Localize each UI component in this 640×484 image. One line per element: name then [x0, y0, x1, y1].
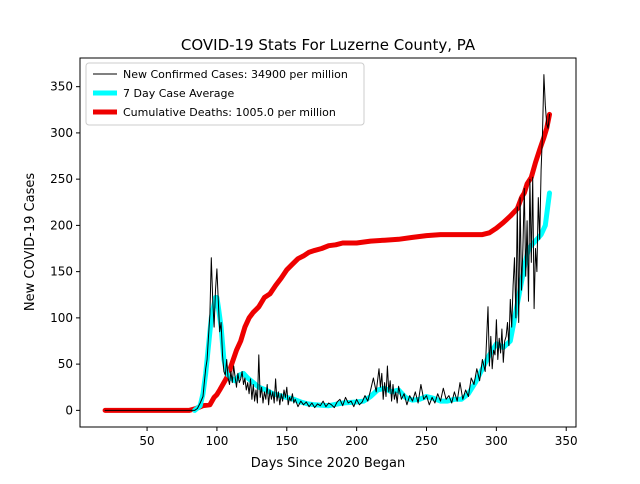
- y-tick-label: 250: [50, 172, 73, 186]
- legend-label-cumulative-deaths: Cumulative Deaths: 1005.0 per million: [123, 106, 336, 119]
- x-tick-label: 250: [415, 434, 438, 448]
- y-tick-label: 150: [50, 265, 73, 279]
- x-tick-label: 150: [275, 434, 298, 448]
- legend-label-7-day-average: 7 Day Case Average: [123, 87, 235, 100]
- y-tick-label: 0: [65, 403, 73, 417]
- y-tick-label: 100: [50, 311, 73, 325]
- x-axis-label: Days Since 2020 Began: [251, 456, 406, 471]
- y-tick-label: 50: [58, 357, 73, 371]
- x-tick-label: 50: [139, 434, 154, 448]
- y-axis-label: New COVID-19 Cases: [23, 173, 38, 311]
- plot-area: [102, 74, 552, 413]
- legend-box: [85, 62, 365, 126]
- series-line-new-cases: [104, 74, 550, 411]
- legend: New Confirmed Cases: 34900 per million 7…: [85, 62, 365, 126]
- y-axis: 0 50 100 150 200 250 300 350: [50, 80, 80, 417]
- y-tick-label: 200: [50, 218, 73, 232]
- series-line-cumulative-deaths: [102, 111, 552, 413]
- y-tick-label: 350: [50, 80, 73, 94]
- axes-frame: [79, 57, 577, 428]
- x-tick-label: 100: [205, 434, 228, 448]
- x-tick-label: 200: [345, 434, 368, 448]
- y-tick-label: 300: [50, 126, 73, 140]
- x-axis: 50 100 150 200 250 300 350: [139, 427, 578, 448]
- chart-title: COVID-19 Stats For Luzerne County, PA: [181, 36, 476, 54]
- x-tick-label: 350: [555, 434, 578, 448]
- x-tick-label: 300: [485, 434, 508, 448]
- legend-label-new-cases: New Confirmed Cases: 34900 per million: [123, 68, 348, 81]
